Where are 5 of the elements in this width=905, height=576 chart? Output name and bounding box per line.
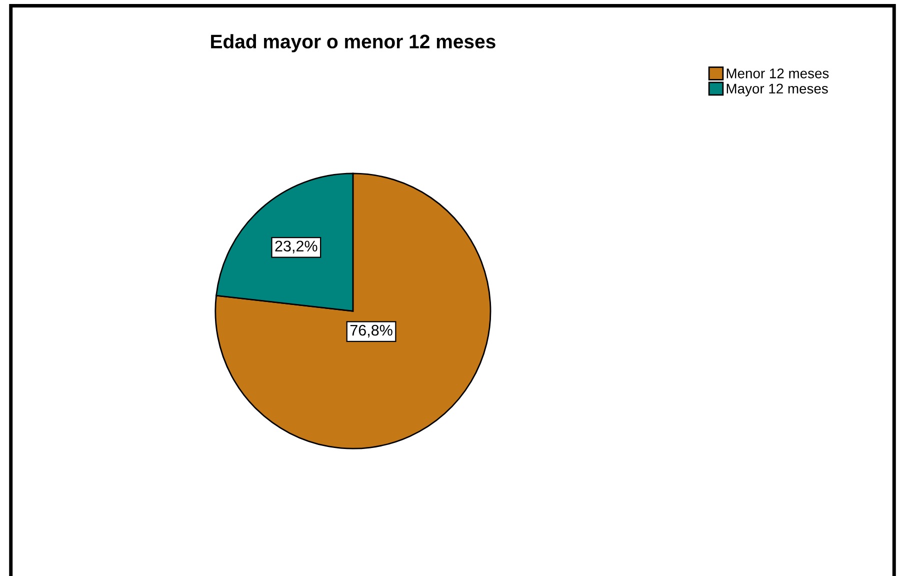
legend-label: Menor 12 meses xyxy=(726,68,829,78)
data-label: 23,2% xyxy=(275,240,318,254)
legend-label: Mayor 12 meses xyxy=(726,84,828,96)
data-label: 76,8% xyxy=(350,324,392,338)
chart-title: Edad mayor o menor 12 meses xyxy=(211,34,496,52)
